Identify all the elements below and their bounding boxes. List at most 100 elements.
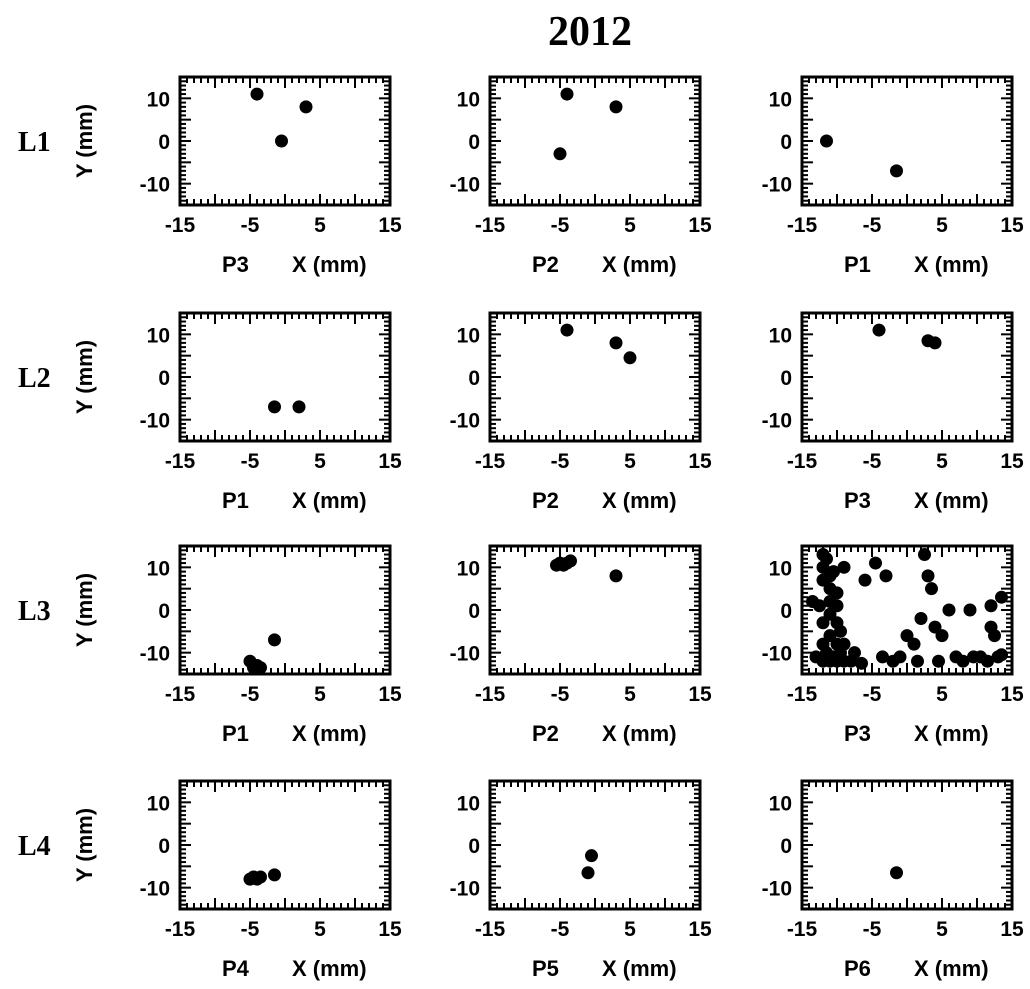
data-point: [855, 656, 868, 670]
data-point: [299, 100, 313, 114]
data-point: [254, 870, 267, 884]
data-point: [564, 554, 577, 568]
x-tick-label: 15: [378, 450, 402, 473]
scatter-panel-r2c3: -15 -5 5 15 10 0 -10 P3 X (mm): [762, 311, 1024, 513]
y-tick-label: 0: [780, 131, 792, 154]
y-tick-label: 0: [158, 367, 170, 390]
y-tick-label: -10: [450, 643, 480, 666]
plot-frame: [488, 311, 702, 443]
x-tick-label: -5: [863, 214, 882, 237]
x-tick-label: 15: [378, 683, 402, 706]
panels-group: L1 Y (mm) -15 -5 5 15 10 0 -10 P3 X (mm) -15 -5 5 15 10…: [18, 75, 1024, 981]
data-point: [942, 603, 956, 617]
y-tick-label: 0: [780, 367, 792, 390]
row-label: L3: [18, 596, 51, 627]
x-tick-label: -5: [241, 450, 260, 473]
data-point: [925, 582, 938, 596]
x-tick-label: 15: [1000, 683, 1024, 706]
y-tick-label: 10: [147, 324, 170, 347]
y-tick-label: -10: [450, 878, 480, 901]
y-tick-label: 0: [780, 835, 792, 858]
data-point: [988, 629, 1001, 643]
data-point: [932, 654, 945, 668]
y-tick-label: -10: [140, 410, 170, 433]
scatter-panel-r3c1: L3 Y (mm) -15 -5 5 15 10 0 -10 P1 X (mm): [18, 544, 402, 746]
y-tick-label: 0: [158, 600, 170, 623]
x-axis-label: X (mm): [292, 252, 367, 277]
x-tick-label: -5: [863, 450, 882, 473]
x-axis-label: X (mm): [914, 252, 989, 277]
x-tick-label: 15: [688, 683, 712, 706]
x-tick-label: -5: [551, 683, 570, 706]
y-tick-label: 0: [468, 131, 480, 154]
y-tick-label: -10: [762, 174, 792, 197]
x-tick-label: -15: [165, 683, 196, 706]
plot-frame: [800, 779, 1014, 911]
y-tick-label: 0: [468, 367, 480, 390]
panel-label: P2: [532, 721, 559, 746]
x-axis-label: X (mm): [292, 956, 367, 981]
x-tick-label: -15: [787, 214, 818, 237]
x-axis-label: X (mm): [602, 721, 677, 746]
x-tick-label: 5: [936, 918, 948, 941]
x-axis-label: X (mm): [914, 956, 989, 981]
data-point: [928, 336, 942, 350]
y-tick-label: -10: [762, 878, 792, 901]
panel-label: P3: [222, 252, 249, 277]
panel-label: P2: [532, 252, 559, 277]
scatter-panel-r1c1: L1 Y (mm) -15 -5 5 15 10 0 -10 P3 X (mm): [18, 75, 402, 277]
x-tick-label: -15: [475, 683, 506, 706]
x-tick-label: 5: [624, 214, 636, 237]
x-axis-label: X (mm): [602, 252, 677, 277]
y-tick-label: -10: [450, 410, 480, 433]
plot-frame: [488, 544, 702, 676]
x-tick-label: 5: [314, 918, 326, 941]
data-point: [963, 603, 977, 617]
y-tick-label: -10: [450, 174, 480, 197]
data-point: [609, 569, 623, 583]
x-tick-label: -5: [241, 214, 260, 237]
y-axis-label: Y (mm): [72, 573, 97, 647]
scatter-panel-r1c2: -15 -5 5 15 10 0 -10 P2 X (mm): [450, 75, 712, 277]
y-tick-label: 10: [147, 557, 170, 580]
data-point: [914, 612, 928, 626]
y-tick-label: 0: [158, 131, 170, 154]
data-point: [995, 648, 1008, 662]
x-tick-label: -5: [863, 683, 882, 706]
x-tick-label: 15: [378, 214, 402, 237]
data-point: [268, 868, 281, 882]
plot-frame: [800, 311, 1014, 443]
x-axis-label: X (mm): [602, 956, 677, 981]
data-point: [585, 849, 598, 863]
y-tick-label: 10: [147, 88, 170, 111]
panel-label: P5: [532, 956, 559, 981]
data-point: [275, 134, 288, 148]
x-tick-label: 5: [314, 450, 326, 473]
data-point: [956, 654, 970, 668]
x-tick-label: 5: [314, 683, 326, 706]
x-axis-label: X (mm): [914, 488, 989, 513]
plot-frame: [800, 75, 1014, 207]
panel-label: P2: [532, 488, 559, 513]
x-tick-label: -15: [475, 214, 506, 237]
x-tick-label: 5: [936, 214, 948, 237]
row-label: L1: [18, 127, 51, 158]
data-point: [581, 866, 595, 880]
data-point: [995, 590, 1008, 604]
plot-frame: [488, 75, 702, 207]
x-tick-label: 15: [688, 918, 712, 941]
data-point: [872, 323, 886, 337]
y-tick-label: 10: [457, 324, 480, 347]
data-point: [820, 134, 833, 148]
y-tick-label: -10: [140, 174, 170, 197]
data-point: [893, 650, 907, 664]
x-tick-label: 5: [936, 450, 948, 473]
x-tick-label: 5: [936, 683, 948, 706]
data-point: [911, 654, 924, 668]
x-tick-label: -15: [165, 214, 196, 237]
x-tick-label: -15: [787, 918, 818, 941]
y-tick-label: 10: [457, 88, 480, 111]
plot-frame: [178, 779, 392, 911]
scatter-panel-r2c1: L2 Y (mm) -15 -5 5 15 10 0 -10 P1 X (mm): [18, 311, 402, 513]
